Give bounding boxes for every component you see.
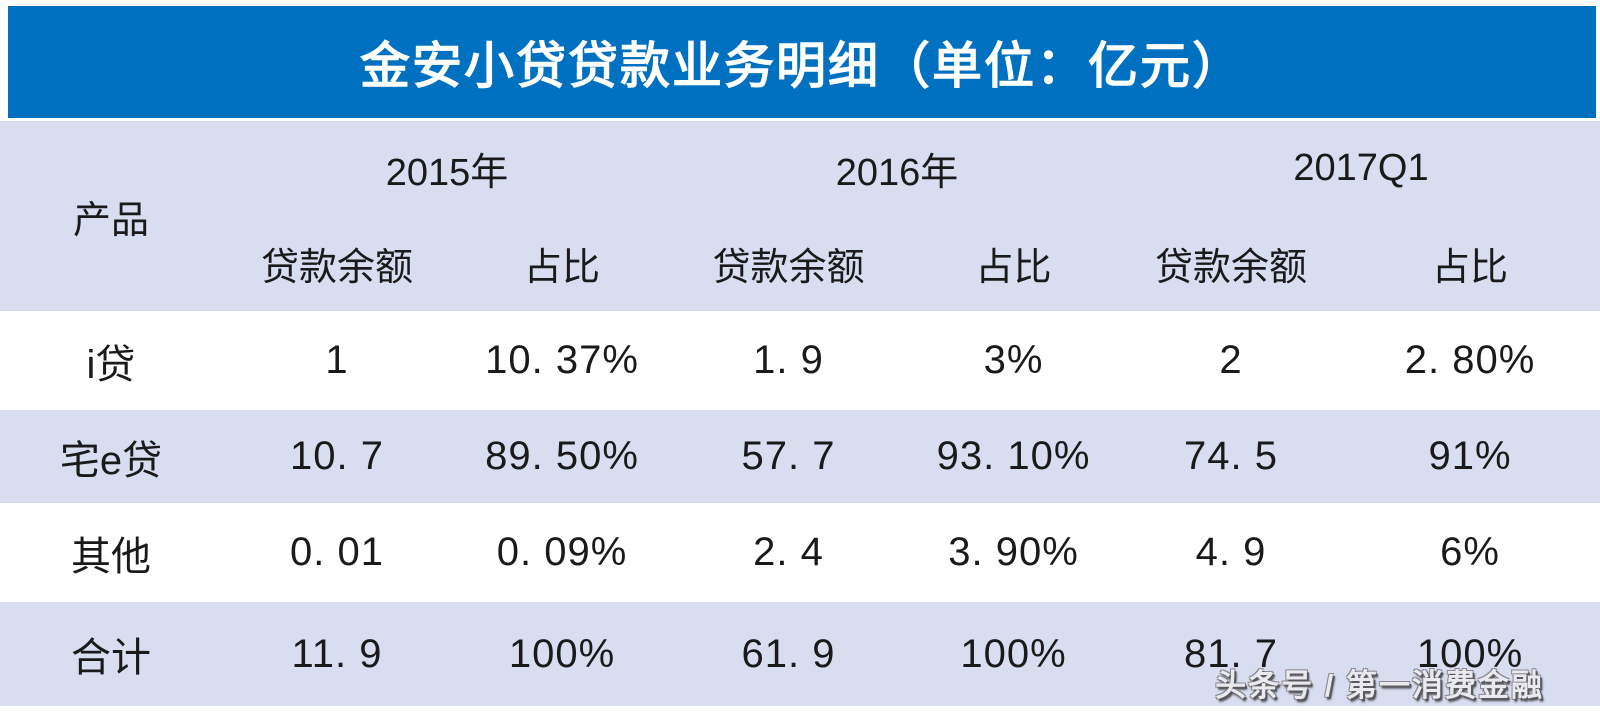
cell-value: 100%: [1416, 631, 1524, 676]
cell-value: 2: [1219, 338, 1243, 382]
cell-value: 74. 5: [1184, 434, 1278, 478]
loan-table: 产品 2015年 2016年 2017Q1 贷款余额 占比 贷款余额 占比 贷款…: [0, 121, 1600, 706]
cell-value: 0. 01: [290, 530, 384, 574]
cell-value: 61. 9: [741, 631, 836, 676]
cell-value: 93. 10%: [936, 434, 1091, 478]
row-label: i贷: [86, 342, 136, 387]
table-row-zhaiedai: 宅e贷 10. 7 89. 50% 57. 7 93. 10% 74. 5 91…: [0, 410, 1600, 503]
title-banner: 金安小贷贷款业务明细（单位：亿元）: [8, 6, 1596, 118]
cell-value: 3. 90%: [948, 530, 1079, 574]
cell-value: 91%: [1428, 434, 1512, 478]
cell-value: 1. 9: [753, 338, 824, 382]
cell-value: 57. 7: [741, 434, 836, 478]
column-header-share-2015: 占比: [523, 247, 600, 289]
table-row-total: 合计 11. 9 100% 61. 9 100% 81. 7 100%: [0, 602, 1600, 706]
column-header-balance-2016: 贷款余额: [712, 247, 865, 289]
watermark: 头条号 / 第一消费金融: [1215, 668, 1544, 703]
cell-value: 10. 37%: [485, 338, 639, 382]
cell-value: 1: [325, 338, 349, 382]
column-header-product: 产品: [72, 199, 149, 242]
cell-value: 10. 7: [290, 434, 384, 478]
cell-value: 100%: [508, 631, 616, 676]
column-group-2016: 2016年: [835, 152, 959, 194]
table-header: 产品 2015年 2016年 2017Q1 贷款余额 占比 贷款余额 占比 贷款…: [0, 121, 1600, 311]
cell-value: 6%: [1440, 530, 1500, 574]
cell-value: 2. 4: [753, 530, 824, 574]
row-label: 宅e贷: [59, 438, 163, 483]
cell-value: 89. 50%: [485, 434, 639, 478]
cell-value: 0. 09%: [496, 530, 628, 574]
cell-value: 3%: [983, 338, 1044, 382]
cell-value: 11. 9: [291, 631, 383, 676]
sub-header-row: 贷款余额 占比 贷款余额 占比 贷款余额 占比: [222, 216, 1600, 311]
cell-value: 4. 9: [1195, 530, 1267, 574]
row-label: 其他: [71, 534, 151, 579]
column-header-balance-2015: 贷款余额: [260, 247, 413, 289]
column-header-share-2017q1: 占比: [1431, 247, 1508, 289]
column-group-2017q1: 2017Q1: [1293, 147, 1429, 189]
column-header-share-2016: 占比: [975, 247, 1052, 289]
cell-value: 2. 80%: [1404, 338, 1536, 382]
table-header-groups: 2015年 2016年 2017Q1 贷款余额 占比 贷款余额 占比 贷款余额 …: [222, 121, 1600, 311]
table-row-idai: i贷 1 10. 37% 1. 9 3% 2 2. 80%: [0, 314, 1600, 407]
table-row-other: 其他 0. 01 0. 09% 2. 4 3. 90% 4. 9 6%: [0, 506, 1600, 599]
row-label: 合计: [71, 636, 151, 680]
page-title: 金安小贷贷款业务明细（单位：亿元）: [360, 38, 1244, 94]
cell-value: 81. 7: [1184, 631, 1278, 676]
column-header-balance-2017q1: 贷款余额: [1154, 247, 1307, 289]
cell-value: 100%: [960, 631, 1067, 676]
column-group-2015: 2015年: [385, 152, 509, 194]
year-group-row: 2015年 2016年 2017Q1: [222, 121, 1600, 216]
